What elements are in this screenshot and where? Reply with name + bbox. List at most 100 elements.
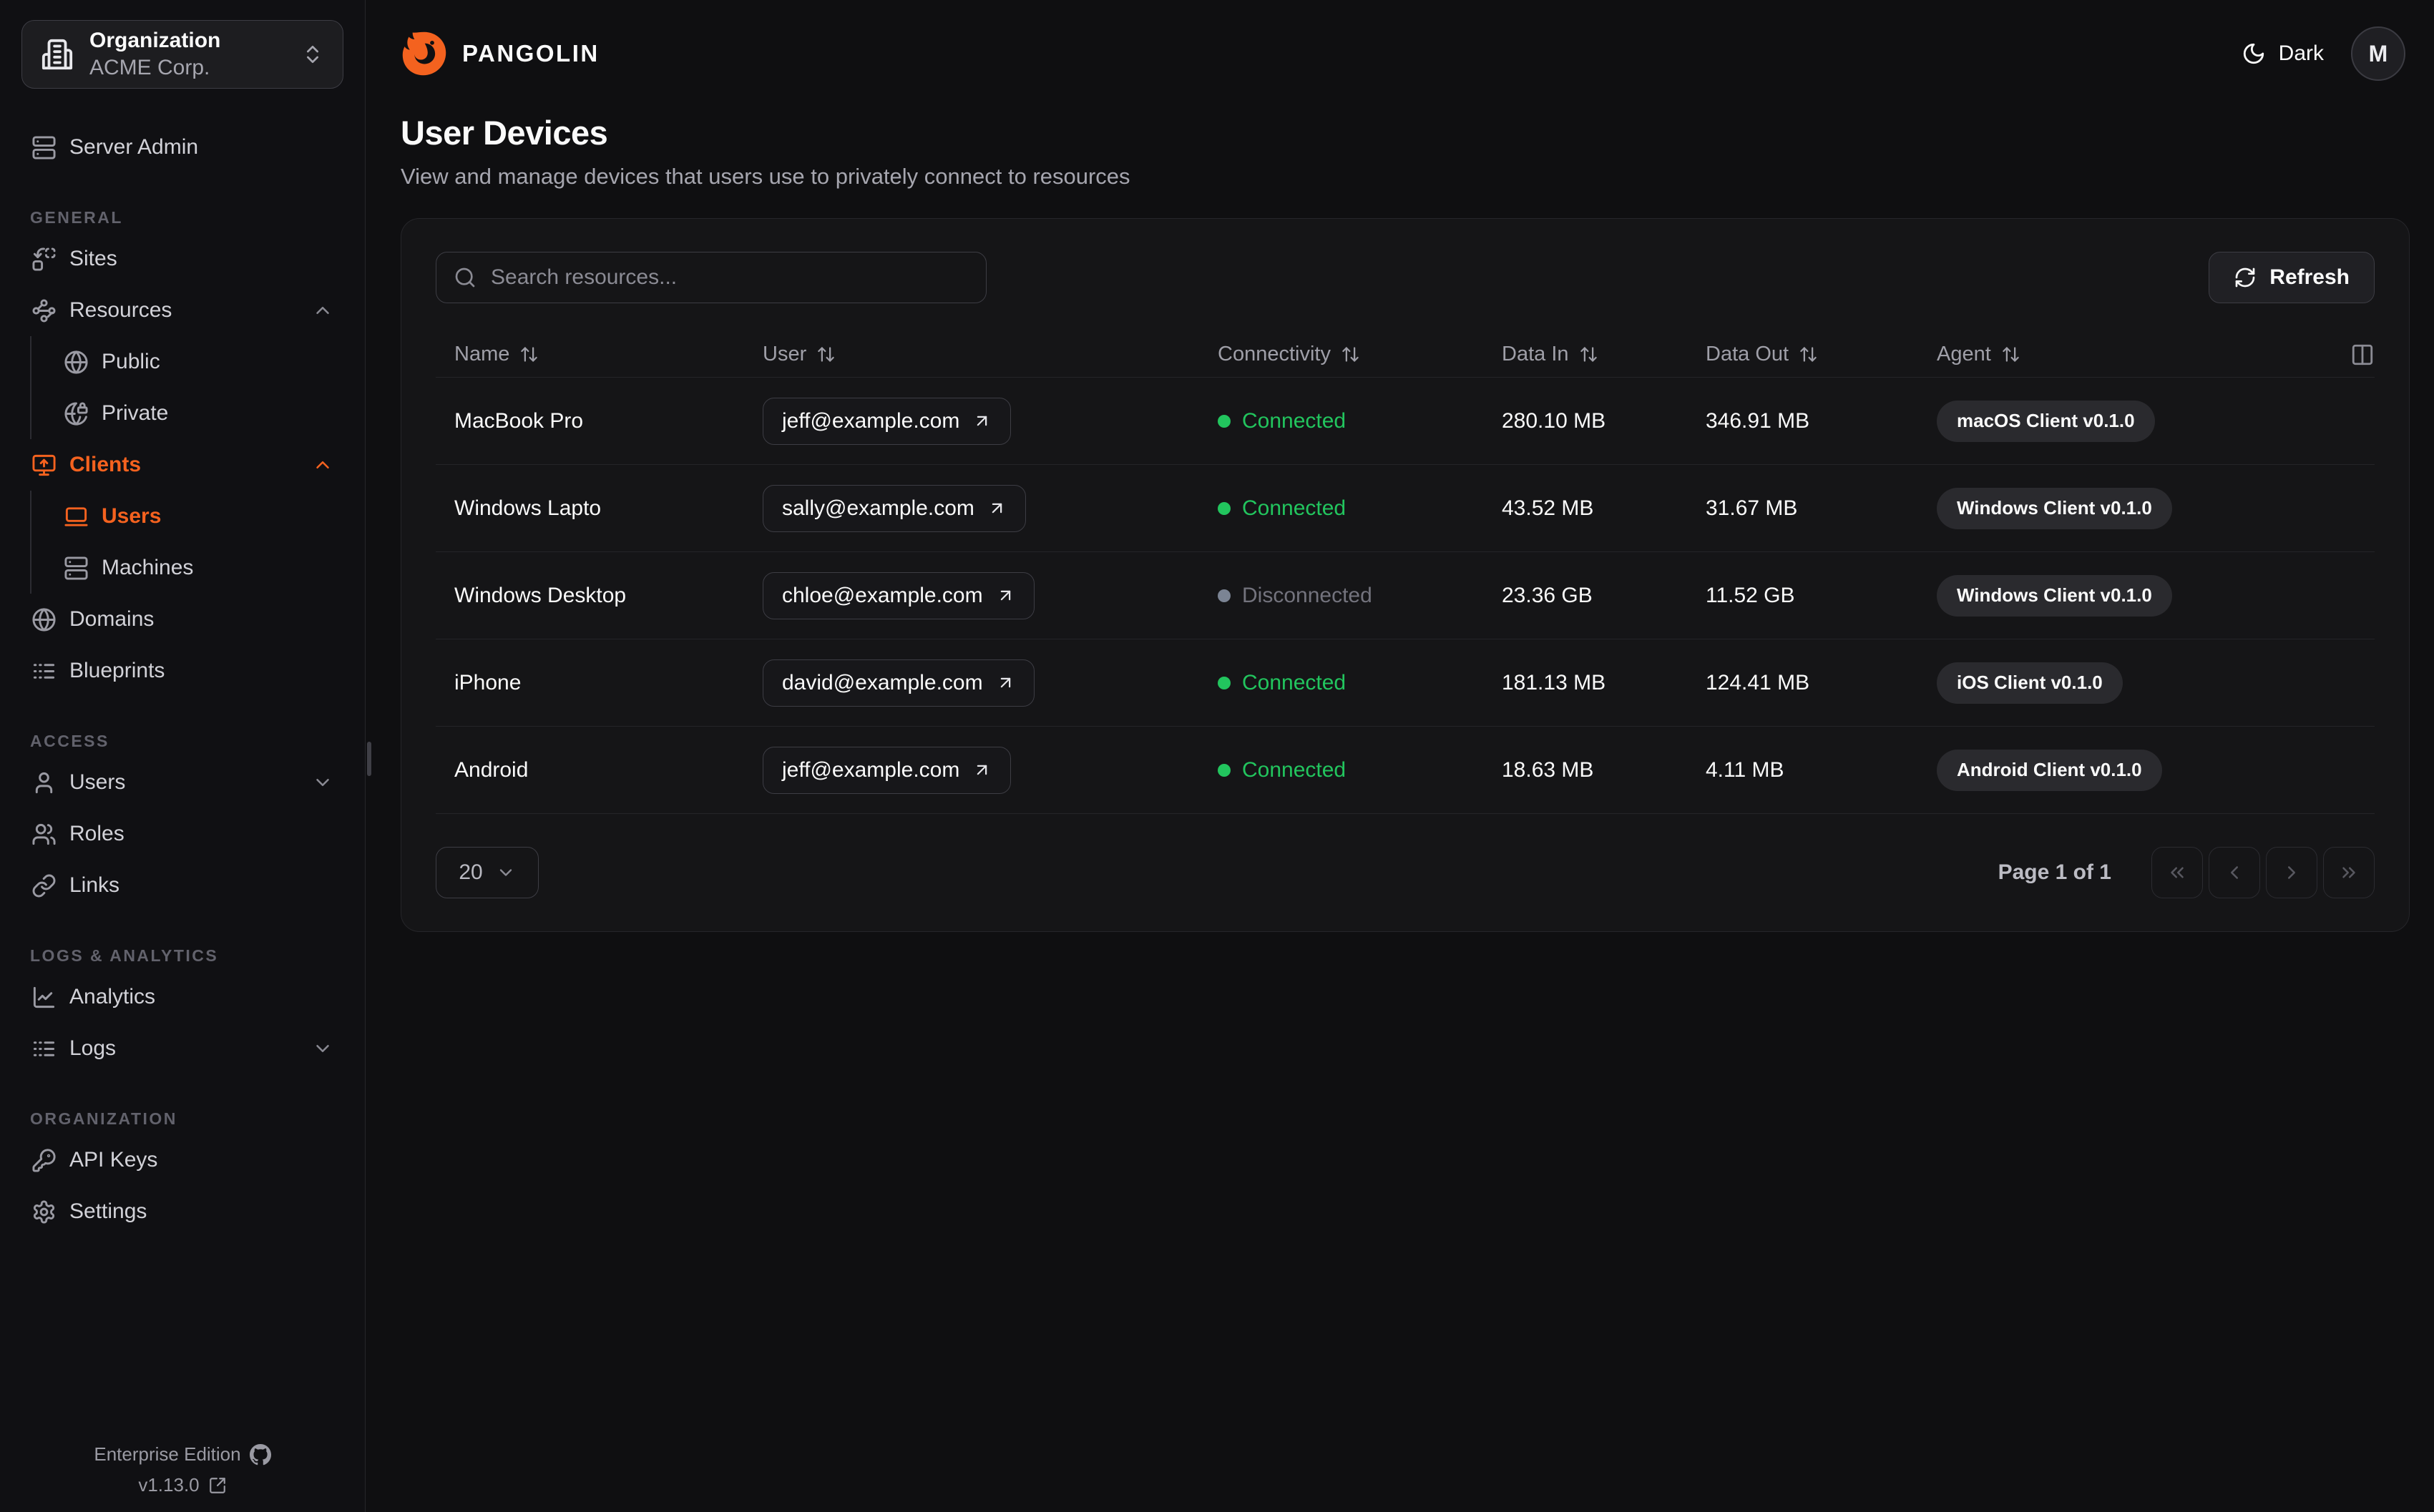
data-out-value: 124.41 MB — [1706, 670, 1810, 694]
table-row: Android jeff@example.com Connected 18.63… — [436, 727, 2375, 814]
waypoints-icon — [31, 298, 57, 323]
chevrons-left-icon — [2166, 862, 2188, 883]
logs-list-icon — [31, 1036, 57, 1061]
column-header-name[interactable]: Name — [436, 343, 763, 366]
sidebar-item-links[interactable]: Links — [21, 860, 343, 911]
agent-badge: Windows Client v0.1.0 — [1937, 574, 2172, 617]
section-label-general: GENERAL — [30, 207, 123, 227]
sidebar-item-blueprints[interactable]: Blueprints — [21, 645, 343, 697]
page-subtitle: View and manage devices that users use t… — [401, 164, 1130, 189]
connectivity-status: Connected — [1218, 409, 1346, 433]
user-link-button[interactable]: jeff@example.com — [763, 746, 1012, 794]
chart-line-icon — [31, 985, 57, 1010]
key-icon — [31, 1148, 57, 1173]
sort-icon — [2001, 345, 2020, 364]
last-page-button[interactable] — [2323, 847, 2375, 898]
status-dot-icon — [1218, 763, 1231, 777]
column-header-data-out[interactable]: Data Out — [1706, 343, 1937, 366]
page-header: User Devices View and manage devices tha… — [366, 107, 2434, 190]
agent-badge: Android Client v0.1.0 — [1937, 749, 2162, 791]
sites-icon — [31, 247, 57, 272]
column-header-agent[interactable]: Agent — [1937, 343, 2317, 366]
search-input[interactable] — [491, 265, 969, 290]
sidebar-item-api-keys[interactable]: API Keys — [21, 1134, 343, 1186]
sidebar-item-sites[interactable]: Sites — [21, 233, 343, 285]
chevron-down-icon — [312, 1038, 333, 1059]
arrow-up-right-icon — [972, 411, 992, 431]
agent-badge: Windows Client v0.1.0 — [1937, 487, 2172, 529]
device-name: Android — [454, 757, 529, 782]
column-header-data-in[interactable]: Data In — [1502, 343, 1706, 366]
server-icon — [64, 556, 89, 581]
data-in-value: 181.13 MB — [1502, 670, 1606, 694]
card-toolbar: Refresh — [436, 252, 2375, 303]
building-icon — [41, 38, 74, 71]
page-size-select[interactable]: 20 — [436, 847, 539, 898]
data-in-value: 280.10 MB — [1502, 408, 1606, 433]
avatar[interactable]: M — [2351, 26, 2405, 81]
user-link-button[interactable]: sally@example.com — [763, 484, 1026, 532]
chevron-right-icon — [2281, 862, 2302, 883]
sort-icon — [1341, 345, 1360, 364]
moon-icon — [2242, 41, 2266, 66]
globe-icon — [64, 350, 89, 375]
data-in-value: 23.36 GB — [1502, 583, 1593, 607]
sidebar-item-resources[interactable]: Resources — [21, 285, 343, 336]
next-page-button[interactable] — [2266, 847, 2317, 898]
version-link[interactable]: v1.13.0 — [138, 1474, 226, 1496]
connectivity-status: Connected — [1218, 671, 1346, 695]
sidebar-item-server-admin[interactable]: Server Admin — [21, 122, 343, 173]
globe-lock-icon — [64, 401, 89, 426]
organization-selector[interactable]: Organization ACME Corp. — [21, 20, 343, 89]
columns-icon — [2350, 343, 2375, 367]
status-dot-icon — [1218, 676, 1231, 689]
sidebar-item-client-users[interactable]: Users — [31, 491, 343, 542]
sidebar-item-logs[interactable]: Logs — [21, 1023, 343, 1074]
sidebar-item-settings[interactable]: Settings — [21, 1186, 343, 1237]
sidebar-item-machines[interactable]: Machines — [31, 542, 343, 594]
sidebar-item-roles[interactable]: Roles — [21, 808, 343, 860]
status-dot-icon — [1218, 589, 1231, 602]
sidebar-item-analytics[interactable]: Analytics — [21, 971, 343, 1023]
sidebar-item-domains[interactable]: Domains — [21, 594, 343, 645]
theme-toggle[interactable]: Dark — [2242, 41, 2324, 66]
column-header-connectivity[interactable]: Connectivity — [1218, 343, 1502, 366]
table-header-row: Name User Connectivity Data In Data Out … — [436, 332, 2375, 378]
page-title: User Devices — [401, 114, 608, 152]
data-out-value: 31.67 MB — [1706, 496, 1798, 520]
column-header-user[interactable]: User — [763, 343, 1218, 366]
chevrons-up-down-icon — [301, 43, 324, 66]
sidebar-item-users[interactable]: Users — [21, 757, 343, 808]
agent-badge: iOS Client v0.1.0 — [1937, 662, 2123, 704]
sort-icon — [1799, 345, 1818, 364]
user-link-button[interactable]: david@example.com — [763, 659, 1035, 707]
sidebar-item-clients[interactable]: Clients — [21, 439, 343, 491]
table-row: MacBook Pro jeff@example.com Connected 2… — [436, 378, 2375, 465]
first-page-button[interactable] — [2151, 847, 2203, 898]
main-content: PANGOLIN Dark M User Devices View and ma… — [366, 0, 2434, 1512]
table-row: iPhone david@example.com Connected 181.1… — [436, 639, 2375, 727]
laptop-icon — [64, 504, 89, 529]
sidebar-footer: Enterprise Edition v1.13.0 — [0, 1443, 365, 1496]
data-in-value: 43.52 MB — [1502, 496, 1594, 520]
blueprint-icon — [31, 659, 57, 684]
refresh-button[interactable]: Refresh — [2209, 252, 2375, 303]
brand-logo[interactable]: PANGOLIN — [401, 30, 600, 77]
columns-toggle-button[interactable] — [2350, 343, 2375, 367]
gear-icon — [31, 1199, 57, 1224]
chevrons-right-icon — [2338, 862, 2360, 883]
arrow-up-right-icon — [972, 760, 992, 780]
sidebar-item-public[interactable]: Public — [31, 336, 343, 388]
sort-icon — [1579, 345, 1598, 364]
github-icon[interactable] — [250, 1444, 271, 1466]
sidebar: Organization ACME Corp. Server Admin GEN… — [0, 0, 366, 1512]
sidebar-item-private[interactable]: Private — [31, 388, 343, 439]
prev-page-button[interactable] — [2209, 847, 2260, 898]
pagination-bar: 20 Page 1 of 1 — [436, 847, 2375, 898]
arrow-up-right-icon — [996, 586, 1015, 605]
user-link-button[interactable]: jeff@example.com — [763, 397, 1012, 445]
chevron-down-icon — [496, 863, 516, 883]
sidebar-resize-handle[interactable] — [367, 742, 371, 776]
user-link-button[interactable]: chloe@example.com — [763, 571, 1035, 619]
